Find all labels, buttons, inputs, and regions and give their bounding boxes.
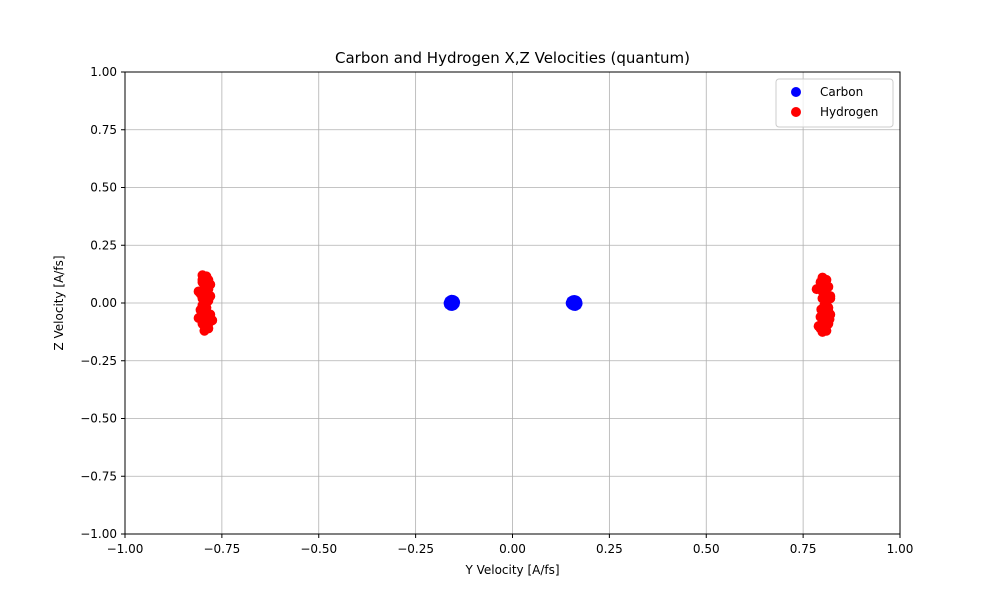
y-tick-label: 1.00 <box>90 65 117 79</box>
chart-title: Carbon and Hydrogen X,Z Velocities (quan… <box>335 49 690 67</box>
legend: Carbon Hydrogen <box>775 78 894 128</box>
hydrogen-point <box>198 289 209 300</box>
y-tick-label: 0.50 <box>90 181 117 195</box>
hydrogen-point <box>825 293 836 304</box>
hydrogen-point <box>816 304 827 315</box>
x-tick-label: −1.00 <box>107 542 144 556</box>
y-tick-label: −0.50 <box>80 412 117 426</box>
legend-box <box>775 78 894 128</box>
x-tick-label: 0.50 <box>693 542 720 556</box>
x-tick-label: 0.75 <box>790 542 817 556</box>
y-tick-label: 0.00 <box>90 296 117 310</box>
y-tick-label: −0.75 <box>80 469 117 483</box>
legend-marker-carbon <box>791 87 801 97</box>
y-tick-label: 0.25 <box>90 238 117 252</box>
carbon-point <box>447 299 458 310</box>
x-tick-label: 0.00 <box>499 542 526 556</box>
x-tick-label: −0.75 <box>203 542 240 556</box>
hydrogen-point <box>197 274 208 285</box>
x-tick-label: 1.00 <box>887 542 914 556</box>
y-axis-label: Z Velocity [A/fs] <box>52 255 66 350</box>
hydrogen-point <box>204 317 215 328</box>
hydrogen-point <box>824 314 835 325</box>
y-tick-label: −1.00 <box>80 527 117 541</box>
data-points <box>193 270 836 337</box>
y-tick-label: −0.25 <box>80 354 117 368</box>
x-tick-label: 0.25 <box>596 542 623 556</box>
hydrogen-point <box>813 321 824 332</box>
axis-ticks: −1.00 −0.75 −0.50 −0.25 0.00 0.25 0.50 0.75 1.00… <box>80 65 913 556</box>
series-carbon <box>443 294 583 312</box>
x-tick-label: −0.25 <box>397 542 434 556</box>
grid-lines <box>124 71 901 535</box>
x-axis-label: Y Velocity [A/fs] <box>464 563 559 577</box>
x-tick-label: −0.50 <box>300 542 337 556</box>
carbon-point <box>570 298 581 309</box>
hydrogen-point <box>199 325 210 336</box>
hydrogen-point <box>820 285 831 296</box>
y-tick-label: 0.75 <box>90 123 117 137</box>
legend-label-hydrogen: Hydrogen <box>820 105 878 119</box>
series-hydrogen <box>193 270 836 337</box>
legend-marker-hydrogen <box>791 107 801 117</box>
legend-label-carbon: Carbon <box>820 85 863 99</box>
